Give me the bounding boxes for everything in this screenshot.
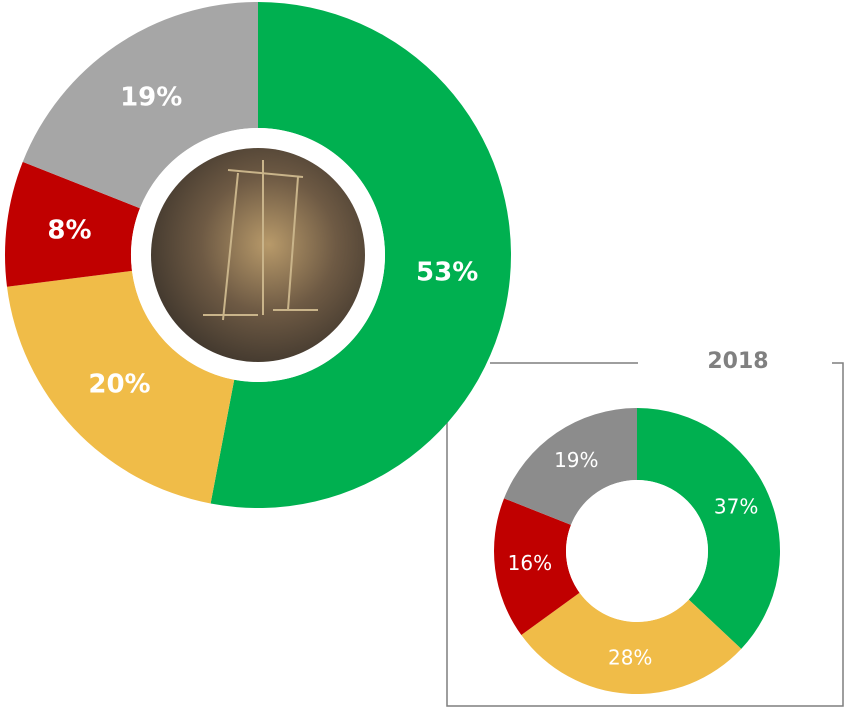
page: 2018 53%20%8%19%37%28%16%19% (() => { co… (0, 0, 847, 709)
slice-label: 53% (416, 257, 478, 287)
stage: 2018 53% 20% 8% 19% 37% 28% 16% 19% (0, 0, 847, 709)
slice-label: 28% (608, 645, 652, 669)
center-image (151, 148, 365, 362)
slice-label: 16% (508, 551, 552, 575)
slice-label: 19% (554, 448, 598, 472)
slice-label: 20% (88, 370, 150, 400)
slice-label: 8% (47, 216, 91, 246)
slice-label: 19% (120, 82, 182, 112)
slice-label: 37% (714, 495, 758, 519)
hole (566, 480, 708, 622)
chart-title: 2018 (707, 349, 768, 374)
